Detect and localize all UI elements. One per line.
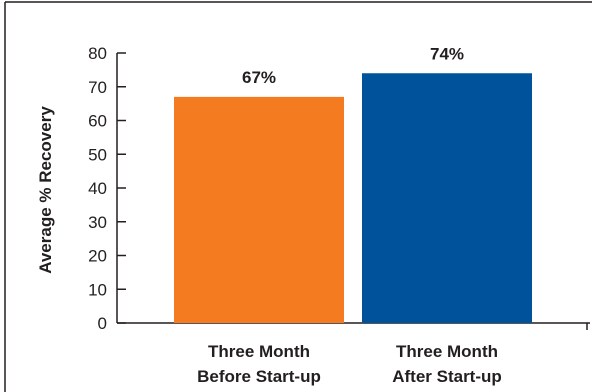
y-tick-label: 80: [88, 44, 107, 63]
y-tick-label: 0: [98, 314, 107, 333]
y-axis-title: Average % Recovery: [36, 106, 55, 274]
x-tick-label: After Start-up: [392, 367, 502, 386]
data-label: 67%: [242, 68, 276, 87]
y-tick-label: 50: [88, 145, 107, 164]
y-tick-label: 30: [88, 213, 107, 232]
plot-area: 0 10 20 30 40 50 60 70 80 67% Three Month Before St…: [88, 44, 590, 386]
y-tick-label: 60: [88, 112, 107, 131]
y-tick-label: 20: [88, 247, 107, 266]
y-axis-title-wrap: Average % Recovery: [26, 90, 66, 290]
x-tick-label: Three Month: [208, 342, 310, 361]
y-tick-label: 10: [88, 280, 107, 299]
y-tick-label: 70: [88, 78, 107, 97]
y-tick-label: 40: [88, 179, 107, 198]
data-label: 74%: [430, 44, 464, 63]
bar: [362, 73, 532, 323]
bar: [174, 96, 344, 323]
x-tick-label: Before Start-up: [197, 367, 321, 386]
x-tick-label: Three Month: [396, 342, 498, 361]
